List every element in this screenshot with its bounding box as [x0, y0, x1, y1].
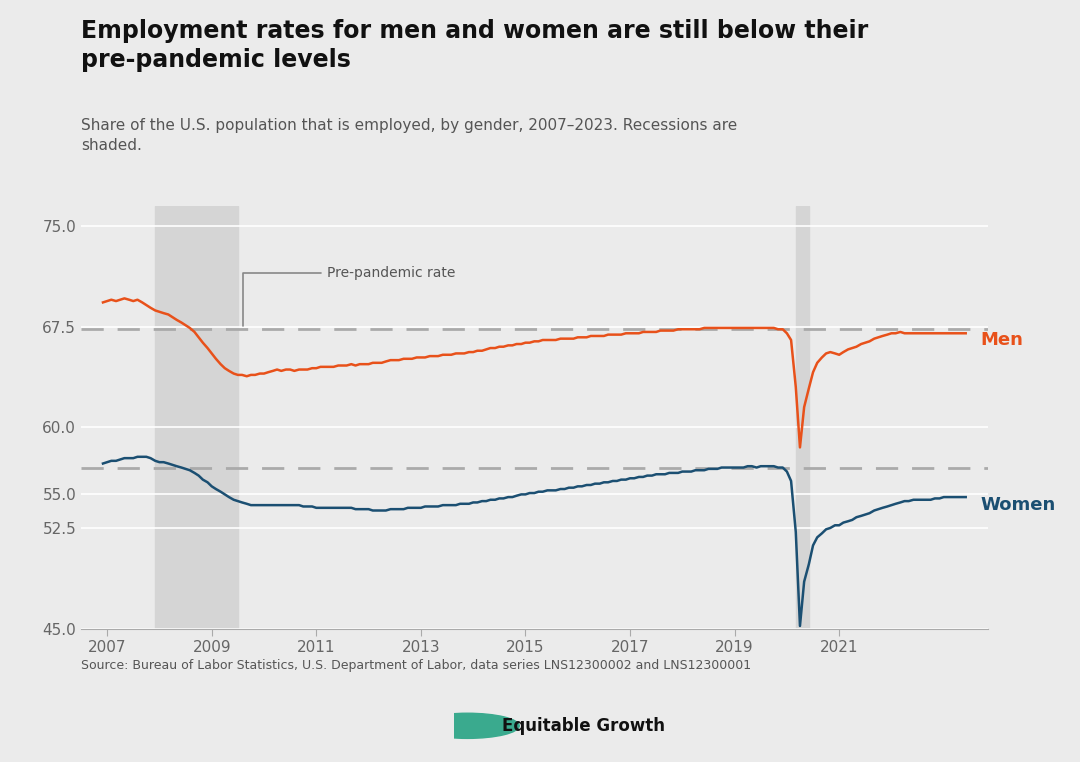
Text: Equitable Growth: Equitable Growth: [502, 717, 665, 735]
Text: Women: Women: [981, 496, 1055, 514]
Text: Source: Bureau of Labor Statistics, U.S. Department of Labor, data series LNS123: Source: Bureau of Labor Statistics, U.S.…: [81, 659, 751, 672]
Text: Share of the U.S. population that is employed, by gender, 2007–2023. Recessions : Share of the U.S. population that is emp…: [81, 118, 738, 153]
Text: Pre-pandemic rate: Pre-pandemic rate: [243, 266, 455, 326]
Bar: [796, 206, 809, 629]
Text: Employment rates for men and women are still below their
pre-pandemic levels: Employment rates for men and women are s…: [81, 19, 868, 72]
Circle shape: [416, 713, 519, 738]
Text: Men: Men: [981, 331, 1023, 349]
Bar: [156, 206, 238, 629]
